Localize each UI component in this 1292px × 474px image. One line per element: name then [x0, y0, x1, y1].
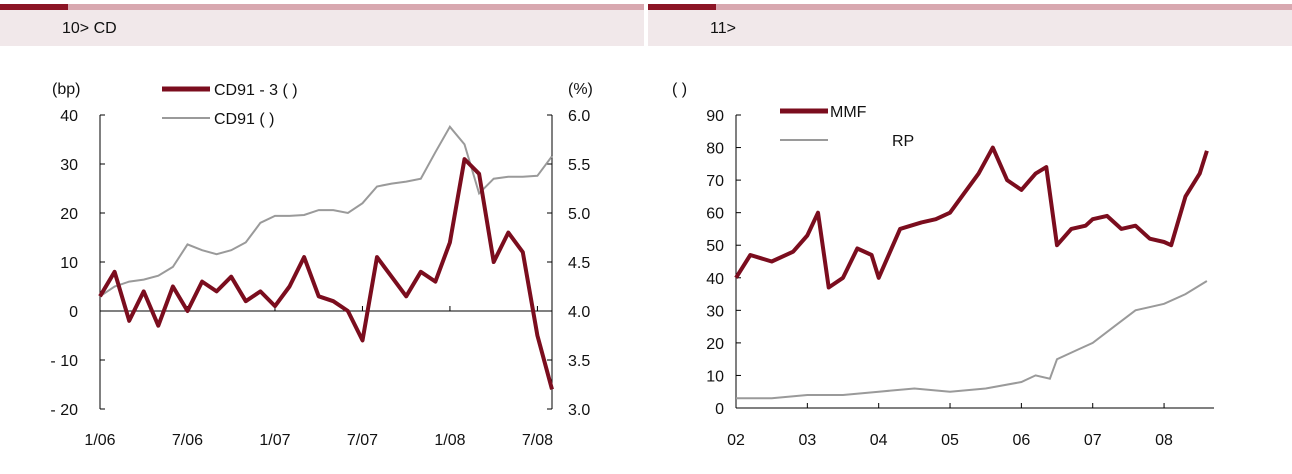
right-y-tick-label: 5.5 — [568, 157, 590, 174]
y-tick-label: 60 — [706, 206, 724, 223]
x-tick-label: 1/06 — [84, 432, 115, 449]
series-line-cd91-spread — [98, 157, 554, 390]
left-y-tick-label: 20 — [60, 206, 78, 223]
right-y-tick-label: 4.0 — [568, 304, 590, 321]
x-tick-label: 05 — [941, 432, 959, 449]
legend-label: CD91 - 3 ( ) — [214, 82, 298, 99]
legend-label: MMF — [830, 104, 867, 121]
x-tick-label: 03 — [798, 432, 816, 449]
left-y-tick-label: 30 — [60, 157, 78, 174]
x-tick-label: 1/08 — [434, 432, 465, 449]
y-tick-label: 80 — [706, 141, 724, 158]
y-tick-label: 0 — [715, 401, 724, 418]
y-tick-label: 20 — [706, 336, 724, 353]
x-tick-label: 02 — [727, 432, 745, 449]
right-y-tick-label: 4.5 — [568, 255, 590, 272]
chart-title: 11> — [710, 20, 736, 37]
title-bar — [648, 10, 1292, 46]
header-accent — [0, 4, 68, 10]
x-tick-label: 7/07 — [347, 432, 378, 449]
legend-label: RP — [892, 133, 914, 150]
right-y-tick-label: 3.0 — [568, 402, 590, 419]
series-line-rp — [736, 280, 1208, 400]
y-axis-unit: ( ) — [672, 81, 687, 98]
x-tick-label: 07 — [1084, 432, 1102, 449]
right-axis-unit: (%) — [568, 81, 593, 98]
left-y-tick-label: 10 — [60, 255, 78, 272]
chart-panel-cd: 10> CD (bp) (%) 40 30 20 10 0 - 10 - 20 6.0 5.5 5.0… — [0, 0, 644, 474]
x-tick-label: 06 — [1012, 432, 1030, 449]
left-y-tick-label: 40 — [60, 108, 78, 125]
series-line-cd91-rate — [99, 125, 553, 298]
y-tick-label: 40 — [706, 271, 724, 288]
x-tick-label: 7/06 — [172, 432, 203, 449]
right-y-tick-label: 6.0 — [568, 108, 590, 125]
y-tick-label: 30 — [706, 303, 724, 320]
left-y-tick-label: - 20 — [50, 402, 78, 419]
series-line-mmf — [734, 145, 1209, 290]
x-tick-label: 04 — [870, 432, 888, 449]
right-y-tick-label: 5.0 — [568, 206, 590, 223]
header-bar — [0, 4, 644, 10]
header-bar — [648, 4, 1292, 10]
y-tick-label: 50 — [706, 238, 724, 255]
x-tick-label: 1/07 — [259, 432, 290, 449]
chart-title: 10> CD — [62, 20, 117, 37]
chart-panel-mmf: 11> ( ) 90 80 70 60 50 40 30 20 10 0 02 03 04 05 06 07 08… — [648, 0, 1292, 474]
y-tick-label: 70 — [706, 173, 724, 190]
y-tick-label: 10 — [706, 368, 724, 385]
header-accent — [648, 4, 716, 10]
x-tick-label: 08 — [1155, 432, 1173, 449]
right-y-tick-label: 3.5 — [568, 353, 590, 370]
left-y-tick-label: - 10 — [50, 353, 78, 370]
legend-label: CD91 ( ) — [214, 111, 274, 128]
mmf-rp-chart: ( ) 90 80 70 60 50 40 30 20 10 002 03 04 05 06 07 08 MMF R… — [672, 81, 1214, 449]
y-tick-label: 90 — [706, 108, 724, 125]
cd-spread-chart: (bp) (%) 40 30 20 10 0 - 10 - 20 6.0 5.5 5.0 4.5 4.0 3… — [50, 81, 593, 449]
title-bar — [0, 10, 644, 46]
left-y-tick-label: 0 — [69, 304, 78, 321]
left-axis-unit: (bp) — [52, 81, 80, 98]
x-tick-label: 7/08 — [522, 432, 553, 449]
